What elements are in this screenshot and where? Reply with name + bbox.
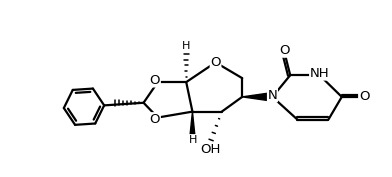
Text: H: H (189, 135, 197, 145)
Text: O: O (279, 44, 289, 57)
Text: H: H (182, 41, 191, 51)
Text: O: O (210, 56, 221, 69)
Polygon shape (242, 93, 269, 101)
Text: O: O (359, 90, 369, 103)
Text: O: O (150, 113, 160, 126)
Text: NH: NH (310, 67, 329, 80)
Text: O: O (150, 74, 160, 87)
Polygon shape (190, 112, 195, 137)
Text: N: N (268, 89, 277, 102)
Text: OH: OH (200, 143, 220, 156)
